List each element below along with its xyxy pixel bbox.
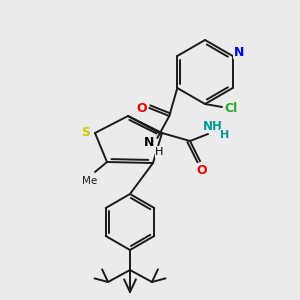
Text: N: N bbox=[233, 46, 244, 59]
Text: Me: Me bbox=[82, 176, 98, 186]
Text: H: H bbox=[155, 147, 164, 157]
Text: NH: NH bbox=[203, 119, 223, 133]
Text: O: O bbox=[136, 101, 147, 115]
Text: H: H bbox=[220, 130, 230, 140]
Text: S: S bbox=[82, 125, 91, 139]
Text: O: O bbox=[197, 164, 207, 176]
Text: Cl: Cl bbox=[224, 103, 238, 116]
Text: N: N bbox=[144, 136, 154, 148]
